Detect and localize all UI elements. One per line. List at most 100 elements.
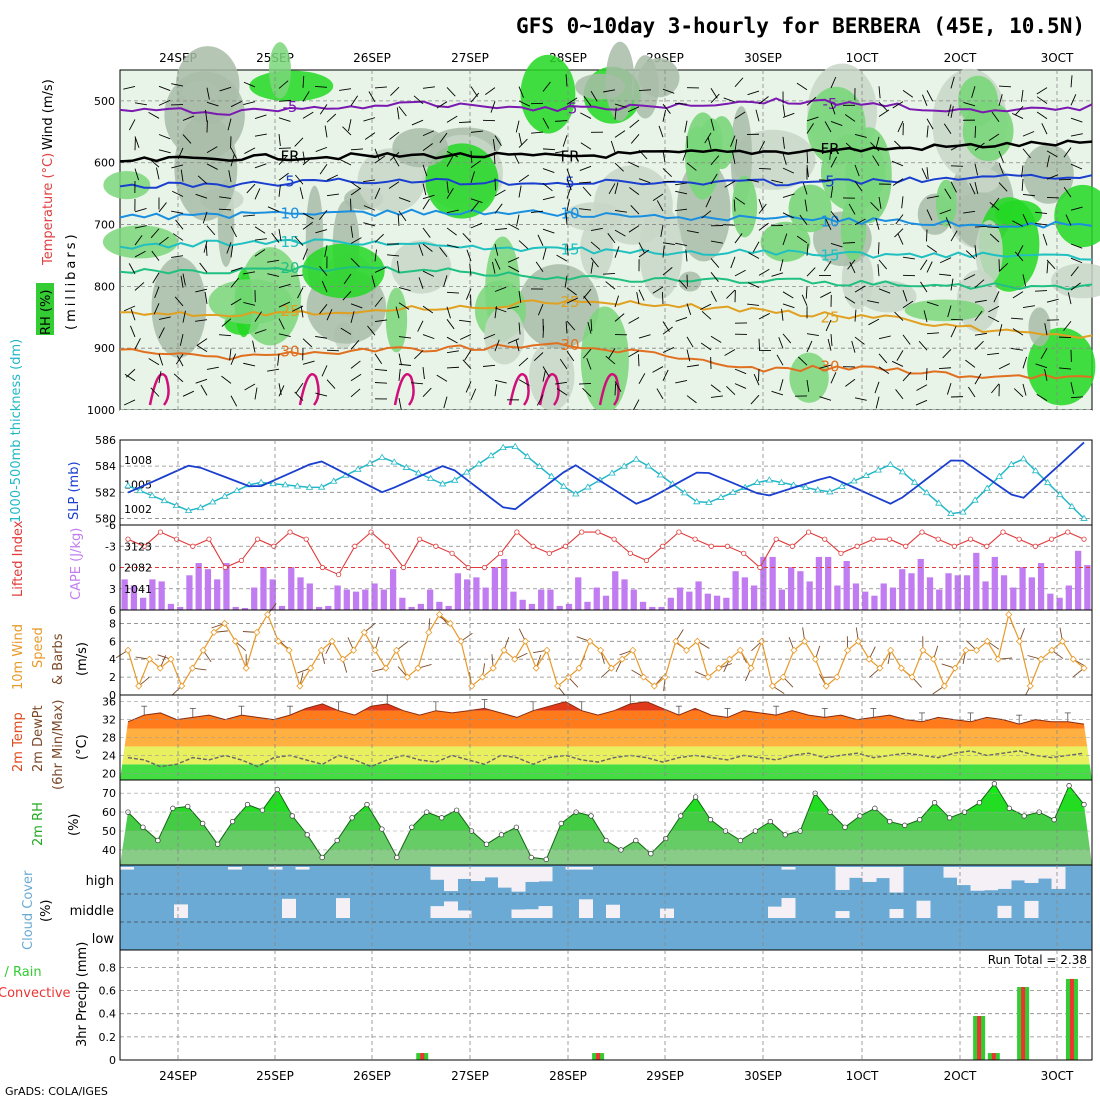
wind-barb <box>1070 282 1081 291</box>
wind-barb <box>638 289 645 301</box>
wind-barb <box>758 313 770 320</box>
cape-label: CAPE (J/kg) <box>69 528 84 600</box>
cloud-high <box>457 867 472 879</box>
rh-blob <box>1051 263 1100 299</box>
rh-point <box>902 822 908 828</box>
slp-line <box>127 441 1085 511</box>
wind-barb <box>422 387 432 398</box>
cape-bar <box>241 607 249 610</box>
wind-barb <box>374 319 387 323</box>
wind-barb <box>662 168 673 177</box>
cape-bar <box>547 589 554 610</box>
wind-barb <box>508 265 520 273</box>
wind-barb <box>950 76 955 89</box>
rh-legend-swatch <box>36 283 54 335</box>
wind-barb <box>582 387 592 397</box>
cape-bar <box>778 589 786 610</box>
wind-barb <box>278 133 281 146</box>
wind10-point <box>833 673 841 681</box>
wind-barb <box>374 187 381 200</box>
cape-bar <box>945 573 952 610</box>
thickness-point <box>184 506 193 513</box>
wind-barb <box>656 200 664 212</box>
wind10-point <box>403 673 411 681</box>
wind10-point <box>779 673 787 681</box>
wind-barb <box>998 182 1008 192</box>
wind-barb <box>321 280 328 293</box>
wind-barb <box>1046 150 1058 158</box>
rh2m-tick: 50 <box>102 825 116 838</box>
wind-barb <box>158 371 162 384</box>
wind10-point <box>704 673 712 681</box>
wind-barb <box>364 132 376 140</box>
wind-barb <box>392 155 400 167</box>
wind-barb <box>662 347 675 353</box>
wind-barb <box>778 337 784 349</box>
wind-barb <box>494 286 507 292</box>
isotherm-label: FR <box>820 140 839 158</box>
wind-barb <box>734 233 743 244</box>
wind-barb <box>515 120 520 133</box>
wind-barb <box>227 118 232 131</box>
li-point <box>125 536 131 542</box>
cloud-panel: high middle low <box>70 864 1093 951</box>
wind-barb <box>173 373 184 383</box>
wind-barb <box>254 311 262 322</box>
cloud-mid <box>282 898 296 918</box>
cloud-mid <box>1024 900 1039 918</box>
wind-barb <box>348 119 352 132</box>
rh-point <box>409 824 415 830</box>
wind-barb <box>398 368 401 381</box>
wind-barb <box>988 315 1000 323</box>
wind10-point <box>736 646 744 654</box>
li-point <box>303 536 309 542</box>
li-point <box>870 536 876 542</box>
wind-barb <box>1036 111 1048 120</box>
wind-barb <box>758 167 772 170</box>
wind10-point <box>264 610 272 619</box>
wind10-point <box>822 682 830 690</box>
rh-point <box>1021 813 1027 819</box>
wind-barb <box>947 305 952 318</box>
wind-barb <box>1036 96 1048 104</box>
wind10-point <box>876 664 884 672</box>
wind-barb <box>1042 233 1048 246</box>
thickness-point <box>1056 490 1064 498</box>
cape-bar <box>140 597 147 610</box>
wind-barb <box>806 165 809 178</box>
wind-barb <box>418 244 424 256</box>
top-day-label: 2OCT <box>944 51 977 65</box>
cape-bar <box>815 556 823 610</box>
wind-barb <box>398 210 407 222</box>
li-point <box>1048 536 1055 542</box>
wind-barb <box>446 291 460 294</box>
run-total: Run Total = 2.38 <box>988 953 1087 967</box>
cape-bar <box>371 583 378 610</box>
precip-tick: 0.4 <box>99 1008 117 1021</box>
li-point <box>822 536 828 542</box>
wind-barb <box>128 119 136 131</box>
li-point <box>190 543 196 549</box>
wind10-point <box>221 619 229 627</box>
wind-barb <box>991 383 1000 394</box>
wind-barb <box>339 88 352 91</box>
thickness-point <box>293 482 302 489</box>
wind-barb <box>614 229 626 237</box>
wind-barb <box>340 327 352 335</box>
wind-barb <box>446 227 457 236</box>
wind-barb <box>566 287 577 296</box>
wind-barb <box>350 95 359 107</box>
wind10-point <box>274 637 282 645</box>
thickness-point <box>971 496 979 503</box>
thickness-point <box>862 471 870 478</box>
cape-bar <box>177 606 184 610</box>
wind-barb <box>974 225 988 228</box>
wind-barb <box>134 102 147 106</box>
wind-barb <box>902 300 914 309</box>
wind-barb <box>556 388 568 396</box>
wind-barb <box>844 296 856 304</box>
wind-barb <box>350 187 362 196</box>
cape-bar <box>1028 577 1035 610</box>
wind-barb <box>494 384 498 397</box>
wind-barb <box>782 136 785 149</box>
